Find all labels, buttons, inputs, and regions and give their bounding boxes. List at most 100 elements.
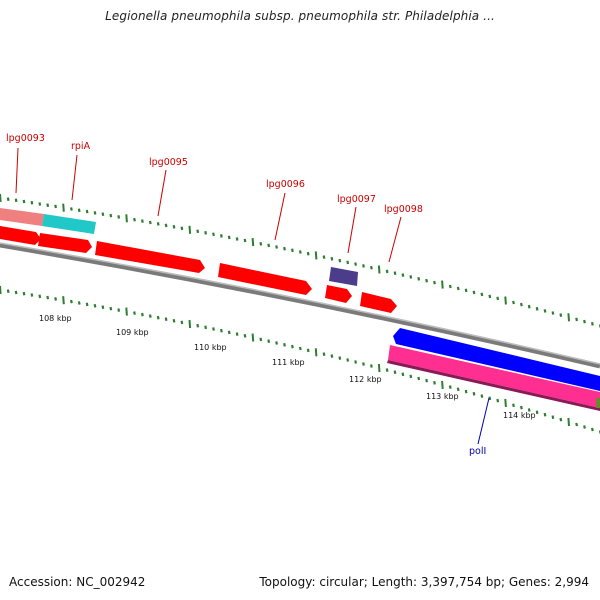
upper-row-minor-tick (464, 288, 468, 293)
lower-row-minor-tick (204, 325, 207, 330)
upper-row-major-tick (62, 203, 65, 212)
tick-label-110: 110 kbp (194, 343, 227, 352)
lower-row-major-tick (314, 348, 318, 357)
feature-polI-outer[interactable] (388, 345, 600, 408)
upper-row-major-tick (441, 280, 444, 289)
upper-row-minor-tick (109, 213, 113, 218)
tick-label-108: 108 kbp (39, 314, 72, 323)
gene-label-lpg0095[interactable]: lpg0095 (149, 157, 188, 168)
lower-row-minor-tick (527, 408, 531, 412)
upper-row-minor-tick (196, 229, 200, 234)
upper-row-minor-tick (591, 321, 594, 326)
tick-label-111: 111 kbp (272, 358, 305, 367)
gene-labels: lpg0093 rpiA lpg0095 lpg0096 lpg0097 lpg… (6, 133, 486, 457)
lower-tick-row (0, 285, 600, 434)
lower-row-minor-tick (180, 320, 184, 325)
upper-row-minor-tick (212, 232, 215, 237)
gene-label-rpiA[interactable]: rpiA (71, 141, 91, 152)
upper-row-minor-tick (354, 262, 357, 266)
lower-row-minor-tick (306, 348, 310, 353)
feature-lpg0097-outer[interactable] (329, 267, 358, 286)
upper-row-minor-tick (401, 273, 405, 277)
lower-row-minor-tick (409, 374, 413, 379)
feature-teal-rpiA[interactable] (42, 214, 96, 234)
genome-backbone (0, 242, 600, 369)
upper-row-minor-tick (385, 269, 389, 274)
lower-row-minor-tick (393, 370, 397, 375)
feature-polI-outer-edge (387, 360, 600, 411)
lower-row-minor-tick (6, 289, 10, 294)
genome-stats-label: Topology: circular; Length: 3,397,754 bp… (259, 575, 589, 589)
lower-row-major-tick (251, 333, 255, 342)
upper-row-minor-tick (38, 202, 42, 206)
lower-row-minor-tick (196, 323, 200, 328)
upper-row-minor-tick (322, 255, 326, 259)
leader-lpg0098 (388, 216, 402, 263)
gene-label-lpg0097[interactable]: lpg0097 (337, 194, 376, 205)
lower-row-minor-tick (14, 290, 18, 295)
upper-row-major-tick (125, 214, 128, 223)
upper-row-minor-tick (93, 211, 97, 215)
gene-label-lpg0098[interactable]: lpg0098 (384, 204, 423, 215)
upper-row-minor-tick (472, 290, 476, 295)
upper-row-minor-tick (480, 292, 484, 297)
leader-rpiA (71, 154, 78, 201)
label-leaders (15, 147, 490, 445)
cds-arrow-polI[interactable] (393, 328, 600, 391)
lower-row-major-tick (377, 363, 381, 373)
lower-row-minor-tick (220, 328, 223, 333)
feature-pink-left[interactable] (0, 208, 44, 226)
lower-row-minor-tick (543, 412, 547, 417)
upper-row-minor-tick (425, 278, 428, 283)
lower-row-minor-tick (109, 306, 113, 311)
upper-row-minor-tick (456, 286, 460, 291)
upper-row-minor-tick (77, 208, 81, 213)
upper-row-minor-tick (275, 245, 278, 249)
lower-row-minor-tick (472, 391, 476, 396)
cds-arrow-lpg0096[interactable] (218, 263, 312, 295)
cds-arrow-rpiA[interactable] (38, 233, 92, 253)
upper-tick-row (0, 193, 600, 328)
lower-row-minor-tick (338, 356, 342, 360)
upper-row-minor-tick (583, 319, 586, 324)
cds-arrow-lpg0095[interactable] (95, 241, 205, 273)
accession-label: Accession: NC_002942 (9, 575, 146, 589)
lower-row-minor-tick (370, 364, 373, 368)
upper-row-minor-tick (559, 313, 563, 317)
cds-arrow-lpg0097[interactable] (325, 285, 352, 303)
lower-row-minor-tick (46, 295, 50, 300)
upper-row-minor-tick (409, 275, 413, 279)
upper-row-minor-tick (543, 309, 547, 313)
lower-row-minor-tick (227, 330, 231, 335)
lower-row-major-tick (504, 398, 507, 407)
lower-row-minor-tick (85, 302, 89, 307)
gene-label-polI[interactable]: polI (469, 446, 486, 457)
lower-row-minor-tick (559, 417, 563, 422)
gene-label-lpg0093[interactable]: lpg0093 (6, 133, 45, 144)
lower-row-minor-tick (291, 344, 294, 349)
lower-row-minor-tick (156, 315, 160, 320)
lower-row-minor-tick (164, 317, 168, 322)
upper-row-minor-tick (535, 306, 539, 311)
upper-row-minor-tick (520, 302, 523, 307)
lower-row-major-tick (125, 307, 128, 316)
cds-arrow-lpg0093[interactable] (0, 226, 41, 245)
lower-row-minor-tick (448, 385, 452, 389)
lower-row-minor-tick (464, 389, 468, 394)
cds-arrow-lpg0098[interactable] (360, 292, 397, 313)
upper-row-minor-tick (180, 226, 184, 231)
gene-label-lpg0096[interactable]: lpg0096 (266, 179, 305, 190)
upper-row-minor-tick (346, 260, 350, 265)
leader-polI (477, 397, 490, 445)
upper-row-minor-tick (267, 243, 271, 248)
lower-row-major-tick (0, 285, 2, 295)
map-title: Legionella pneumophila subsp. pneumophil… (105, 9, 495, 23)
lower-row-minor-tick (496, 398, 500, 403)
lower-row-minor-tick (520, 405, 523, 410)
lower-row-minor-tick (141, 312, 144, 317)
lower-row-minor-tick (38, 294, 42, 299)
upper-row-major-tick (0, 193, 2, 203)
upper-row-minor-tick (70, 207, 73, 211)
upper-row-minor-tick (362, 264, 365, 268)
lower-row-minor-tick (259, 337, 263, 342)
